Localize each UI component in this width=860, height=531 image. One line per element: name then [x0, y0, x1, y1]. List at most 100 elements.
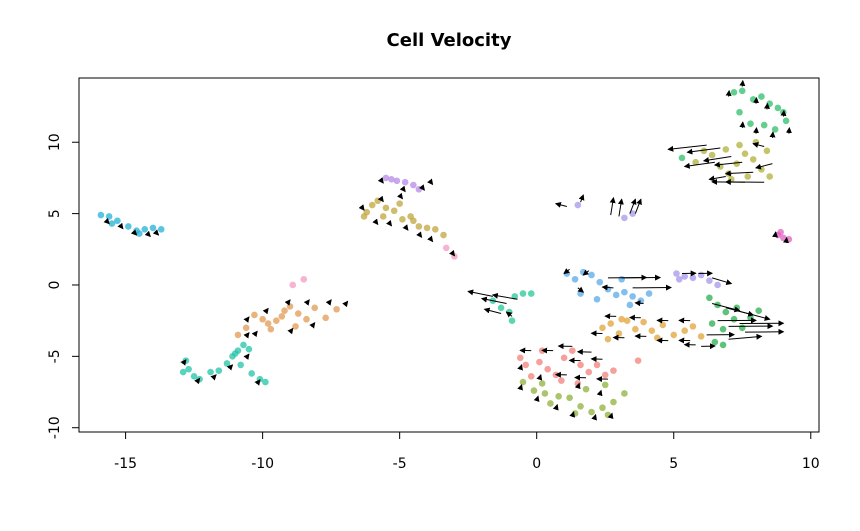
cell-point	[599, 404, 606, 412]
cell-point	[442, 244, 450, 252]
velocity-arrow	[667, 144, 707, 152]
cell-point	[738, 87, 746, 95]
velocity-arrow	[533, 395, 540, 402]
cell-point	[601, 381, 609, 389]
cell-point	[251, 311, 258, 319]
cell-point	[207, 368, 214, 376]
cell-point	[577, 403, 584, 410]
velocity-arrow	[752, 142, 765, 148]
cell-point	[621, 214, 628, 222]
velocity-arrow	[287, 327, 294, 335]
velocity-arrow	[152, 229, 160, 236]
cell-point	[714, 281, 721, 289]
cell-point	[749, 96, 757, 103]
cell-point	[410, 181, 417, 189]
cell-point	[736, 141, 743, 149]
cell-point	[97, 211, 105, 219]
cell-point	[541, 390, 549, 397]
cell-point	[240, 341, 247, 349]
cell-point	[730, 88, 738, 96]
cell-point	[519, 378, 527, 386]
cell-point	[719, 341, 727, 349]
cell-point	[708, 151, 716, 159]
y-tick-label: -5	[47, 349, 63, 363]
cell-point	[333, 305, 340, 313]
cell-point	[747, 120, 754, 127]
cell-point	[722, 146, 730, 153]
velocity-arrow	[427, 235, 434, 243]
cell-point	[599, 324, 606, 332]
velocity-arrow	[325, 299, 332, 306]
cell-point	[678, 154, 686, 162]
cell-point	[393, 177, 401, 185]
velocity-arrow	[117, 222, 124, 230]
cell-point	[634, 357, 642, 364]
cell-point	[692, 158, 699, 166]
cell-point	[706, 277, 713, 284]
velocity-arrow	[243, 332, 250, 339]
cluster	[234, 303, 340, 339]
velocity-arrows	[243, 299, 349, 338]
velocity-arrow	[243, 316, 250, 323]
velocity-arrow	[377, 195, 384, 203]
velocity-arrow	[772, 231, 779, 238]
velocity-arrow	[578, 194, 585, 203]
cell-point	[706, 294, 713, 302]
velocity-arrow	[130, 229, 138, 236]
velocity-arrow	[210, 374, 217, 381]
y-axis: -10 -5 0 5 10	[47, 133, 80, 439]
cell-point	[237, 361, 245, 369]
cell-point	[585, 368, 593, 376]
cell-point	[782, 117, 790, 125]
velocity-arrow	[591, 413, 597, 421]
cell-point	[382, 174, 390, 182]
cell-point	[401, 178, 409, 186]
cluster	[179, 341, 269, 386]
velocity-arrow	[402, 224, 409, 231]
velocity-arrow	[552, 403, 559, 411]
cell-point	[569, 347, 576, 354]
cell-point	[771, 126, 779, 133]
cell-point	[440, 231, 447, 239]
velocity-arrow	[226, 364, 234, 371]
velocity-arrows	[554, 194, 733, 285]
cell-point	[360, 213, 368, 220]
cell-point	[697, 333, 705, 340]
cell-point	[125, 223, 132, 230]
cell-point	[574, 201, 582, 209]
cell-point	[700, 147, 708, 155]
velocity-arrows	[449, 249, 456, 257]
cell-point	[234, 331, 242, 339]
velocity-arrow	[262, 307, 269, 315]
cell-point	[267, 325, 275, 333]
velocity-arrow	[483, 307, 502, 315]
velocity-arrow	[739, 121, 746, 129]
velocity-arrow	[399, 185, 406, 193]
cell-point	[379, 213, 387, 220]
velocity-arrow	[309, 322, 316, 329]
velocity-arrow	[582, 269, 590, 276]
cell-point	[760, 121, 768, 129]
cell-point	[259, 315, 266, 323]
velocity-arrow	[377, 177, 384, 184]
cell-point	[560, 354, 568, 362]
cell-point	[516, 354, 524, 362]
cell-point	[648, 327, 656, 334]
cell-point	[604, 411, 612, 419]
velocity-arrows	[358, 192, 434, 243]
cell-point	[719, 325, 727, 333]
cell-point	[544, 365, 551, 373]
velocity-arrow	[634, 198, 642, 214]
cell-point	[681, 273, 689, 280]
cluster	[382, 174, 423, 193]
velocity-arrow	[536, 373, 543, 381]
cell-point	[185, 365, 192, 373]
cell-point	[681, 327, 689, 334]
velocity-arrow	[416, 231, 423, 238]
cell-point	[231, 350, 239, 357]
cell-point	[292, 323, 299, 330]
x-tick-label: 5	[669, 456, 678, 472]
cell-point	[588, 408, 595, 416]
velocity-arrow	[418, 184, 425, 191]
velocity-arrow	[785, 126, 792, 134]
